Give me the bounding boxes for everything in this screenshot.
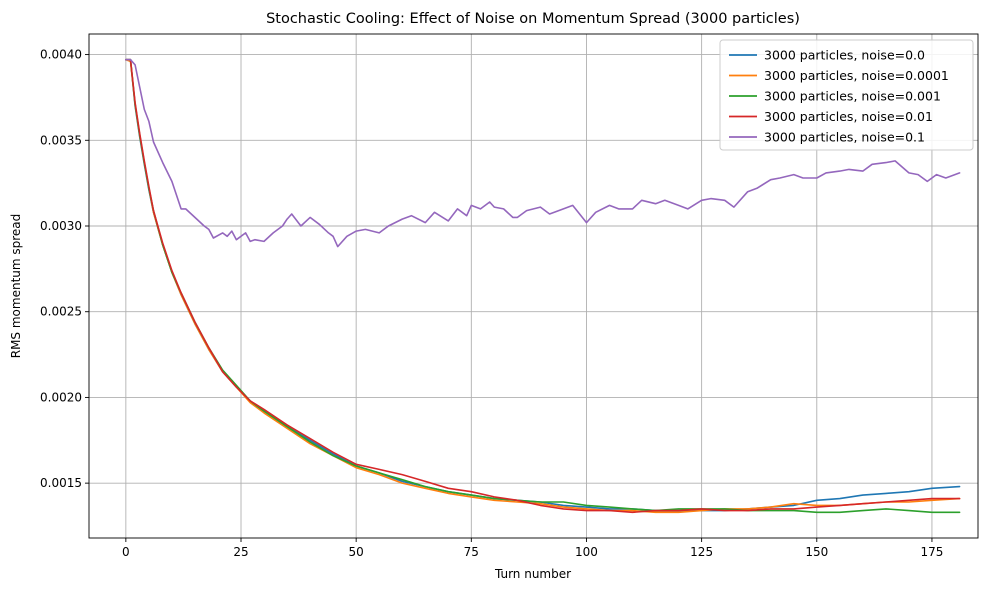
legend-label-2: 3000 particles, noise=0.001 [764, 89, 941, 104]
x-tick-label: 125 [690, 545, 713, 559]
series-line-3 [125, 58, 961, 514]
y-tick-label: 0.0015 [40, 476, 82, 490]
x-tick-label: 0 [122, 545, 130, 559]
legend-box [719, 39, 974, 151]
y-tick-label: 0.0035 [40, 133, 82, 147]
legend-label-3: 3000 particles, noise=0.01 [764, 109, 933, 124]
x-tick-label: 100 [575, 545, 598, 559]
legend-label-1: 3000 particles, noise=0.0001 [764, 68, 949, 83]
x-axis-label: Turn number [494, 567, 571, 581]
y-axis-label: RMS momentum spread [9, 214, 23, 359]
y-tick-label: 0.0020 [40, 390, 82, 404]
x-tick-label: 50 [349, 545, 364, 559]
x-tick-label: 150 [805, 545, 828, 559]
y-tick-label: 0.0025 [40, 305, 82, 319]
series-lines [125, 58, 961, 514]
legend: 3000 particles, noise=0.0 3000 particles,… [719, 39, 974, 151]
y-tick-label: 0.0030 [40, 219, 82, 233]
legend-label-4: 3000 particles, noise=0.1 [764, 130, 925, 145]
legend-label-0: 3000 particles, noise=0.0 [764, 48, 925, 63]
x-tick-label: 25 [233, 545, 248, 559]
series-line-4 [125, 58, 961, 248]
plot-frame [88, 33, 979, 539]
x-tick-label: 175 [920, 545, 943, 559]
x-tick-label: 75 [464, 545, 479, 559]
chart-title: Stochastic Cooling: Effect of Noise on M… [266, 11, 800, 27]
axis-ticks: 0 25 50 75 100 125 150 175 0.0015 0.0020 0.0025 0.0… [40, 48, 943, 559]
y-tick-label: 0.0040 [40, 48, 82, 62]
